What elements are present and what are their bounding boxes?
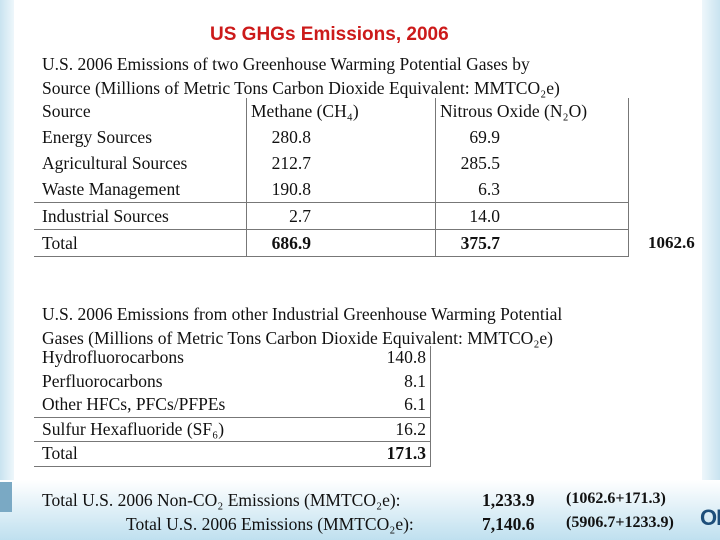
slide-bottom-band (0, 480, 720, 540)
row-source: Agricultural Sources (42, 153, 188, 173)
methane-nitrous-table: Source Methane (CH₄) Nitrous Oxide (N₂O)… (34, 98, 629, 257)
left-logo-fragment (0, 482, 12, 512)
gas-value: 6.1 (282, 393, 431, 417)
gas-name: Other HFCs, PFCs/PFPEs (42, 394, 226, 414)
total-label: Total (34, 229, 247, 257)
slide-title: US GHGs Emissions, 2006 (210, 24, 449, 45)
industrial-gases-table: Hydrofluorocarbons 140.8 Perfluorocarbon… (34, 346, 431, 467)
row-nitrous: 14.0 (469, 206, 500, 226)
total-methane: 686.9 (271, 233, 311, 253)
row-methane: 2.7 (289, 206, 311, 226)
row-nitrous: 69.9 (469, 127, 500, 147)
non-co2-total-value: 1,233.9 (482, 490, 535, 510)
row-methane: 212.7 (271, 153, 311, 173)
row-source: Industrial Sources (34, 202, 247, 230)
table-row: Other HFCs, PFCs/PFPEs 6.1 (34, 393, 431, 417)
table-total-row: Total 686.9 375.7 (34, 229, 629, 257)
table-row: Energy Sources 280.8 69.9 (34, 124, 629, 150)
table-row: Perfluorocarbons 8.1 (34, 369, 431, 393)
right-logo-fragment: ON (700, 505, 720, 530)
slide-left-border (0, 0, 14, 540)
row-nitrous: 6.3 (478, 179, 500, 199)
total-label: Total (34, 441, 282, 467)
section1-intro-line2: Source (Millions of Metric Tons Carbon D… (42, 78, 560, 98)
header-methane: Methane (CH₄) (246, 98, 436, 124)
non-co2-total-label: Total U.S. 2006 Non-CO₂ Emissions (MMTCO… (42, 490, 401, 510)
row-methane: 280.8 (271, 127, 311, 147)
total-nitrous: 375.7 (460, 233, 500, 253)
row-nitrous: 285.5 (460, 153, 500, 173)
table-total-row: Total 171.3 (34, 441, 431, 467)
gas-name: Sulfur Hexafluoride (SF₆) (34, 416, 282, 442)
row-source: Energy Sources (42, 127, 152, 147)
section1-intro-line1: U.S. 2006 Emissions of two Greenhouse Wa… (42, 54, 530, 74)
section2-intro-line1: U.S. 2006 Emissions from other Industria… (42, 304, 563, 324)
row-source: Waste Management (42, 179, 181, 199)
non-co2-total-calc: (1062.6+171.3) (566, 490, 666, 507)
section1-intro: U.S. 2006 Emissions of two Greenhouse Wa… (42, 52, 560, 100)
table-row: Industrial Sources 2.7 14.0 (34, 202, 629, 230)
section2-intro: U.S. 2006 Emissions from other Industria… (42, 302, 562, 350)
gas-name: Hydrofluorocarbons (42, 347, 184, 367)
table-row: Hydrofluorocarbons 140.8 (34, 346, 431, 370)
header-source: Source (42, 101, 91, 121)
all-total-value: 7,140.6 (482, 514, 535, 534)
table-row: Agricultural Sources 212.7 285.5 (34, 150, 629, 176)
combined-total: 1062.6 (648, 233, 695, 252)
table-header-row: Source Methane (CH₄) Nitrous Oxide (N₂O) (34, 98, 629, 124)
table-row: Sulfur Hexafluoride (SF₆) 16.2 (34, 416, 431, 442)
gas-value: 8.1 (282, 369, 431, 393)
header-nitrous: Nitrous Oxide (N₂O) (435, 98, 629, 124)
gas-value: 140.8 (282, 346, 431, 370)
slide-right-border (702, 0, 720, 540)
gas-value: 16.2 (282, 416, 431, 442)
all-total-calc: (5906.7+1233.9) (566, 514, 674, 531)
table-row: Waste Management 190.8 6.3 (34, 176, 629, 203)
total-value: 171.3 (282, 441, 431, 467)
all-total-label: Total U.S. 2006 Emissions (MMTCO₂e): (126, 514, 414, 534)
section2-intro-line2: Gases (Millions of Metric Tons Carbon Di… (42, 328, 554, 348)
row-methane: 190.8 (271, 179, 311, 199)
gas-name: Perfluorocarbons (42, 370, 163, 391)
